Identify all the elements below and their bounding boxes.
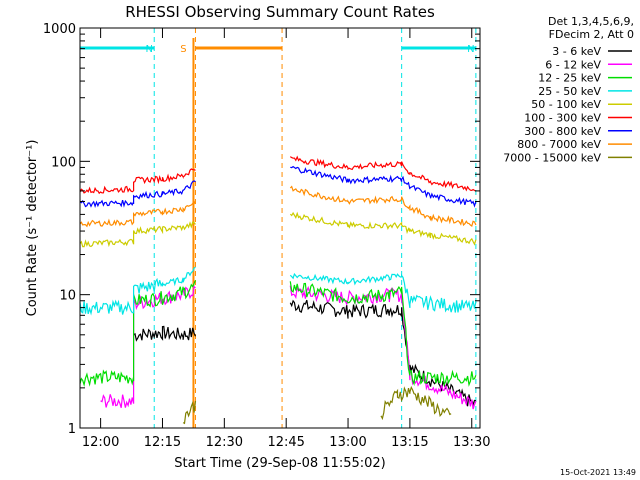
- series-line: [79, 280, 477, 388]
- chart-title: RHESSI Observing Summary Count Rates: [125, 3, 435, 21]
- series-line: [79, 211, 477, 248]
- legend-entry-label: 3 - 6 keV: [552, 45, 601, 58]
- legend-entry-label: 100 - 300 keV: [524, 112, 601, 125]
- x-tick-label: 12:45: [267, 435, 304, 450]
- x-tick-label: 13:00: [329, 435, 366, 450]
- series-line: [79, 155, 477, 195]
- legend-entry-label: 25 - 50 keV: [538, 85, 601, 98]
- y-axis-label: Count Rate (s⁻¹ detector⁻¹): [25, 140, 40, 317]
- flag-label: N: [145, 44, 152, 55]
- x-tick-label: 13:30: [453, 435, 490, 450]
- legend-entry-label: 300 - 800 keV: [524, 125, 601, 138]
- footer-timestamp: 15-Oct-2021 13:49: [560, 468, 636, 477]
- y-tick-label: 10: [59, 289, 76, 304]
- y-tick-label: 100: [51, 155, 76, 170]
- flag-label: S: [180, 44, 186, 55]
- x-tick-label: 12:30: [206, 435, 243, 450]
- legend-header-line: FDecim 2, Att 0: [549, 28, 634, 41]
- series-line: [79, 266, 477, 316]
- x-tick-label: 12:15: [144, 435, 181, 450]
- x-tick-label: 13:15: [391, 435, 428, 450]
- legend-entry-label: 6 - 12 keV: [545, 58, 601, 71]
- y-tick-label: 1: [68, 422, 76, 437]
- legend-entry-label: 7000 - 15000 keV: [503, 151, 601, 164]
- series-line: [79, 165, 477, 208]
- y-tick-label: 1000: [43, 22, 76, 37]
- legend-entry-label: 12 - 25 keV: [538, 72, 601, 85]
- flag-label: N: [467, 44, 474, 55]
- legend-entry-label: 800 - 7000 keV: [517, 138, 601, 151]
- series-line: [100, 285, 477, 410]
- series-line: [133, 299, 477, 407]
- plot-frame: [79, 27, 481, 429]
- x-tick-label: 12:00: [82, 435, 119, 450]
- legend-entry-label: 50 - 100 keV: [531, 98, 601, 111]
- series-line: [79, 185, 477, 228]
- legend-header-line: Det 1,3,4,5,6,9,: [548, 15, 634, 28]
- series-line: [182, 385, 452, 425]
- x-axis-label: Start Time (29-Sep-08 11:55:02): [174, 456, 385, 471]
